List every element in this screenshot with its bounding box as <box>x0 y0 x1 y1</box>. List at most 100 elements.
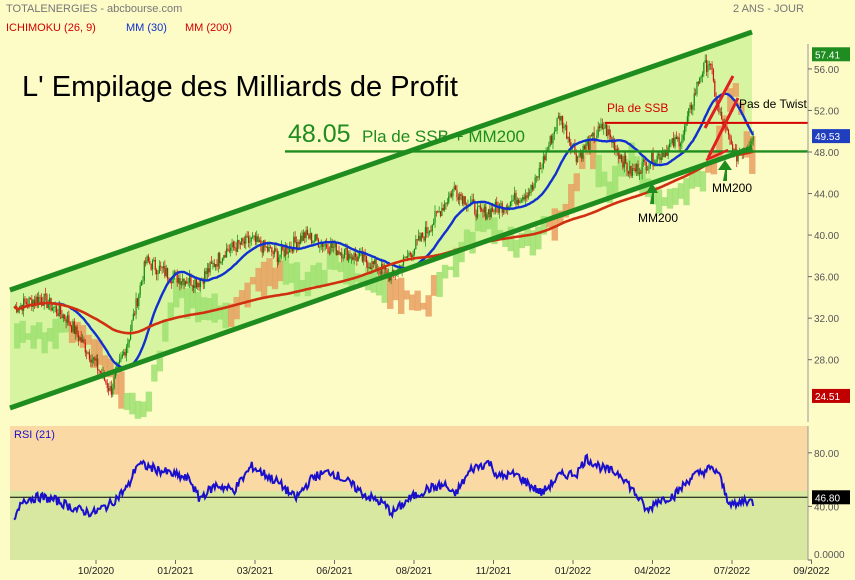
candle-body <box>348 253 350 261</box>
rsi-oversold-zone <box>10 491 808 560</box>
candle-body <box>286 247 288 254</box>
candle-body <box>574 145 576 155</box>
candle-body <box>566 125 568 139</box>
candle-body <box>352 257 354 260</box>
candle-body <box>704 60 706 63</box>
cloud-segment <box>112 374 120 395</box>
candle-body <box>444 203 446 211</box>
candle-body <box>319 246 321 248</box>
cloud-segment <box>162 319 169 342</box>
candle-body <box>97 358 99 371</box>
candle-body <box>427 232 429 234</box>
candle-body <box>577 156 579 162</box>
cloud-segment <box>584 143 591 155</box>
candle-body <box>309 232 311 239</box>
candle-body <box>422 232 424 238</box>
candle-body <box>710 63 712 65</box>
candle-body <box>202 279 204 284</box>
candle-body <box>490 208 492 217</box>
candle-body <box>434 211 436 223</box>
candle-body <box>601 123 603 129</box>
candle-body <box>705 60 708 72</box>
cloud-segment <box>551 208 558 241</box>
candle-body <box>523 196 525 200</box>
candle-body <box>679 143 682 147</box>
cloud-segment <box>403 290 410 300</box>
candle-body <box>655 161 657 166</box>
candle-body <box>346 248 348 261</box>
candle-body <box>145 261 147 264</box>
candle-body <box>413 249 416 255</box>
candle-body <box>671 138 673 143</box>
candle-body <box>519 201 521 203</box>
cloud-segment <box>96 340 103 365</box>
candle-body <box>210 262 213 264</box>
candle-body <box>20 304 22 307</box>
legend-ichimoku: ICHIMOKU (26, 9) <box>6 22 96 34</box>
cloud-segment <box>639 167 646 195</box>
candle-body <box>125 347 128 356</box>
cloud-segment <box>101 355 109 372</box>
candle-body <box>247 236 250 243</box>
cloud-segment <box>436 271 443 297</box>
candle-body <box>297 241 299 249</box>
cloud-segment <box>414 290 421 311</box>
candle-body <box>345 248 347 250</box>
candle-body <box>188 275 191 283</box>
cloud-segment <box>716 125 723 159</box>
candle-body <box>450 193 453 197</box>
candle-body <box>527 192 529 198</box>
candle-body <box>461 195 464 204</box>
candle-body <box>581 152 583 159</box>
candle-body <box>734 148 736 150</box>
cloud-segment <box>469 231 476 254</box>
candle-body <box>712 69 715 81</box>
candle-body <box>693 93 695 106</box>
candle-body <box>649 163 651 167</box>
candle-body <box>72 321 74 332</box>
rsi-tick-label: 0.0000 <box>814 550 845 561</box>
cloud-segment <box>568 183 575 214</box>
candle-body <box>217 253 219 267</box>
candle-body <box>455 186 457 191</box>
candle-body <box>43 293 45 306</box>
cloud-segment <box>705 161 712 173</box>
cloud-segment <box>677 183 685 199</box>
candle-body <box>640 172 642 174</box>
candle-body <box>293 236 295 252</box>
candle-body <box>615 148 617 152</box>
candle-body <box>637 163 639 174</box>
candle-body <box>36 296 38 304</box>
cloud-segment <box>381 271 388 303</box>
candle-body <box>375 259 377 271</box>
cloud-segment <box>167 302 174 319</box>
candle-body <box>147 256 149 262</box>
candle-body <box>688 108 690 117</box>
candle-body <box>66 315 69 323</box>
candle-body <box>515 192 517 205</box>
candle-body <box>457 197 459 200</box>
candle-body <box>522 196 524 201</box>
candle-body <box>391 269 394 273</box>
candle-body <box>164 265 166 277</box>
candle-body <box>294 236 296 243</box>
cloud-segment <box>299 279 306 293</box>
price-badge-box <box>812 388 850 403</box>
candle-body <box>437 211 439 213</box>
candle-body <box>449 193 451 197</box>
candle-body <box>158 265 160 274</box>
candle-body <box>306 229 309 236</box>
candle-body <box>364 253 366 257</box>
candle-body <box>55 306 58 314</box>
candle-body <box>664 150 667 158</box>
candle-body <box>622 161 624 168</box>
cloud-segment <box>118 371 125 409</box>
cloud-segment <box>293 262 301 297</box>
candle-body <box>420 232 422 241</box>
cloud-segment <box>145 391 153 412</box>
candle-body <box>538 168 540 178</box>
candle-body <box>749 144 752 147</box>
cloud-segment <box>63 319 70 333</box>
candle-body <box>732 144 734 156</box>
